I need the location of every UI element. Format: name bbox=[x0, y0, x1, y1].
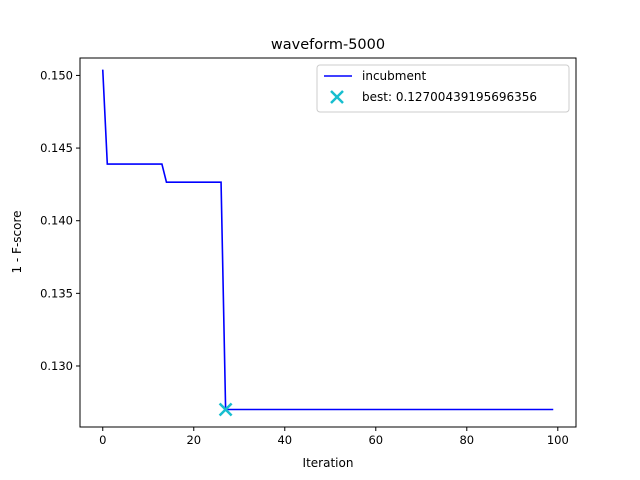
series-line-incubment bbox=[101, 69, 554, 411]
chart-title: waveform-5000 bbox=[271, 37, 385, 53]
x-tick-label: 20 bbox=[186, 433, 201, 447]
legend-box bbox=[316, 64, 570, 113]
x-tick-label: 100 bbox=[547, 433, 569, 447]
y-tick-label: 0.150 bbox=[40, 68, 73, 82]
best-point-marker bbox=[218, 402, 233, 417]
x-tick-label: 80 bbox=[459, 433, 474, 447]
legend-incubment-label: incubment bbox=[362, 69, 426, 83]
series-layer bbox=[101, 69, 554, 411]
x-axis-label: Iteration bbox=[303, 456, 354, 470]
legend-best-label: best: 0.12700439195696356 bbox=[362, 90, 537, 104]
best-marker-layer bbox=[218, 402, 233, 417]
x-axis: 0 20 40 60 80 100 bbox=[99, 427, 569, 447]
y-tick-label: 0.130 bbox=[40, 359, 73, 373]
y-tick-label: 0.145 bbox=[40, 141, 73, 155]
legend-best-swatch bbox=[330, 90, 344, 104]
x-tick-label: 0 bbox=[99, 433, 106, 447]
plot-frame bbox=[79, 57, 577, 428]
y-tick-label: 0.135 bbox=[40, 286, 73, 300]
x-tick-label: 60 bbox=[368, 433, 383, 447]
x-tick-label: 40 bbox=[277, 433, 292, 447]
y-axis-label: 1 - F-score bbox=[10, 210, 24, 273]
y-tick-label: 0.140 bbox=[40, 214, 73, 228]
y-axis: 0.130 0.135 0.140 0.145 0.150 bbox=[40, 68, 80, 373]
legend: incubment best: 0.12700439195696356 bbox=[316, 64, 570, 113]
